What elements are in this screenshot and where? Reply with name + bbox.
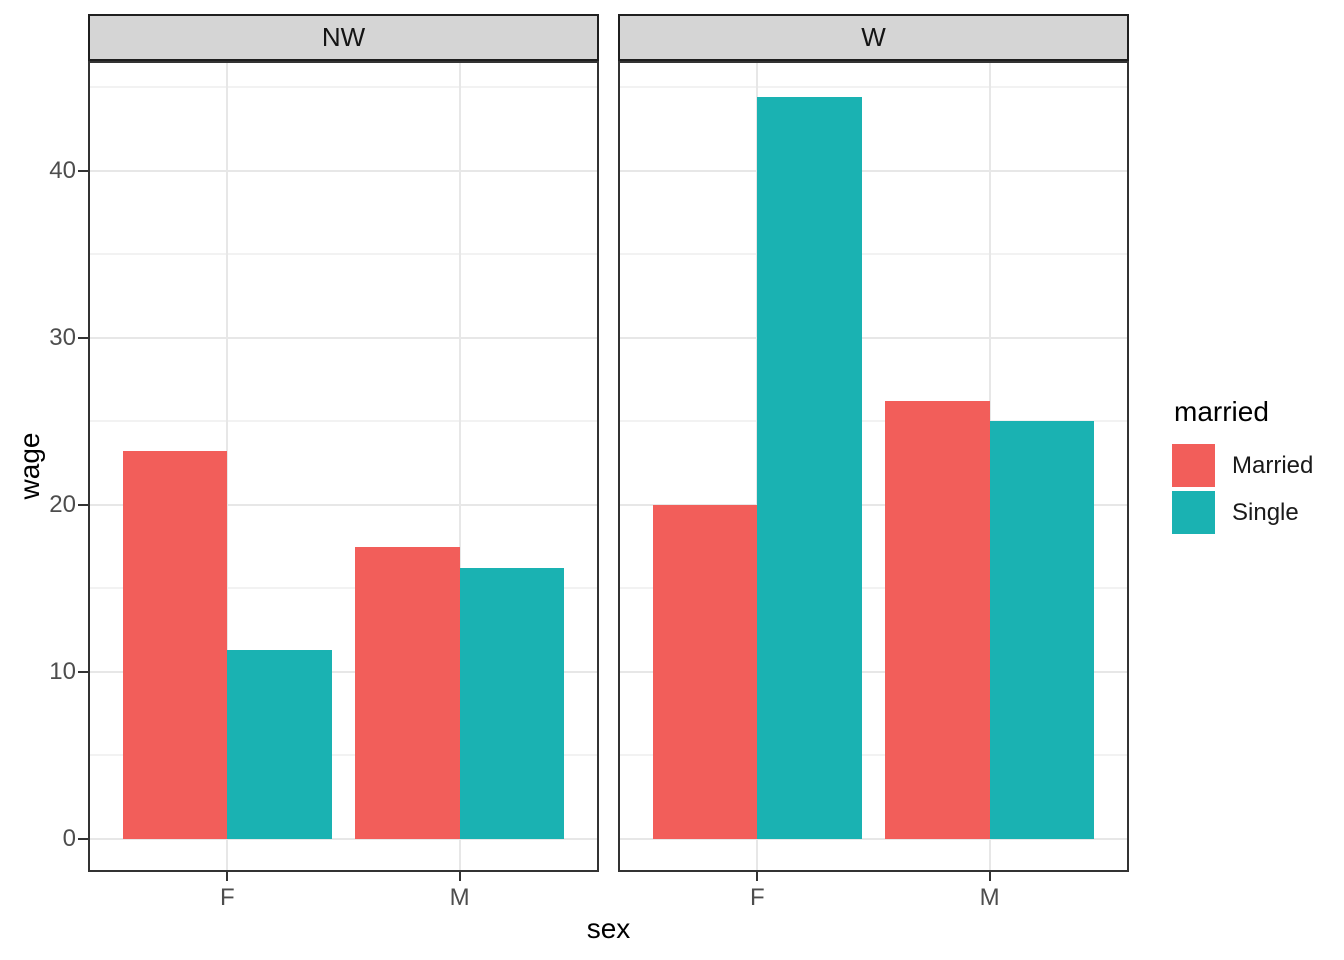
bar-NW-M-Married [355, 546, 460, 839]
gridline-minor [88, 253, 599, 256]
legend-title: married [1174, 396, 1269, 427]
y-tick-label: 10 [49, 657, 76, 685]
y-axis-tick [78, 838, 88, 840]
y-axis-tick [78, 670, 88, 673]
bar-NW-F-Married [122, 451, 228, 839]
y-axis-tick [78, 169, 88, 172]
gridline-major [618, 336, 1129, 339]
gridline-vertical [458, 61, 461, 872]
legend-key-swatch [1172, 491, 1215, 534]
gridline-major [88, 169, 599, 172]
legend-label: Married [1232, 451, 1314, 479]
gridline-major [618, 503, 1129, 506]
x-axis-tick [226, 872, 229, 881]
gridline-minor [618, 86, 1129, 89]
legend: married Married Single [1172, 396, 1342, 538]
panel-W [618, 61, 1129, 872]
bar-W-M-Single [989, 421, 1095, 839]
gridline-major [88, 670, 599, 673]
gridline-minor [618, 587, 1129, 590]
y-axis-tick [78, 336, 88, 339]
gridline-minor [88, 420, 599, 423]
x-tick-label: M [449, 884, 470, 911]
gridline-major [618, 169, 1129, 172]
legend-items: Married Single [1172, 444, 1342, 534]
bar-W-F-Single [757, 97, 862, 839]
gridline-vertical [226, 61, 229, 872]
y-tick-label: 20 [49, 490, 76, 518]
gridline-minor [88, 587, 599, 590]
facet-strip: W [618, 14, 1129, 61]
gridline-major [618, 670, 1129, 673]
gridline-minor [618, 754, 1129, 757]
legend-label: Single [1232, 498, 1299, 526]
gridline-major [88, 838, 599, 840]
gridline-major [88, 503, 599, 506]
facet-strip-label: NW [321, 22, 366, 52]
bar-NW-M-Single [459, 568, 565, 839]
x-tick-label: F [750, 884, 765, 911]
facet-strip: NW [88, 14, 599, 61]
bar-W-F-Married [652, 504, 758, 839]
gridline-minor [618, 420, 1129, 423]
x-tick-label: M [979, 884, 1000, 911]
legend-key-swatch [1172, 444, 1215, 487]
gridline-major [618, 838, 1129, 840]
gridline-major [88, 336, 599, 339]
y-tick-label: 0 [62, 825, 76, 852]
panel-NW [88, 61, 599, 872]
gridline-minor [618, 253, 1129, 256]
x-tick-label: F [220, 884, 235, 911]
x-axis-title: sex [586, 913, 631, 944]
x-axis-tick [756, 872, 759, 881]
y-tick-label: 40 [49, 156, 76, 184]
facet-strip-label: W [861, 22, 886, 52]
legend-item-single: Single [1172, 491, 1342, 534]
gridline-minor [88, 754, 599, 757]
y-tick-label: 30 [49, 323, 76, 351]
gridline-minor [88, 86, 599, 89]
bar-W-M-Married [885, 401, 990, 839]
x-axis-tick [458, 872, 461, 881]
x-axis-tick [988, 872, 991, 881]
bar-NW-F-Single [227, 650, 332, 839]
y-axis-tick [78, 503, 88, 506]
legend-item-married: Married [1172, 444, 1342, 487]
